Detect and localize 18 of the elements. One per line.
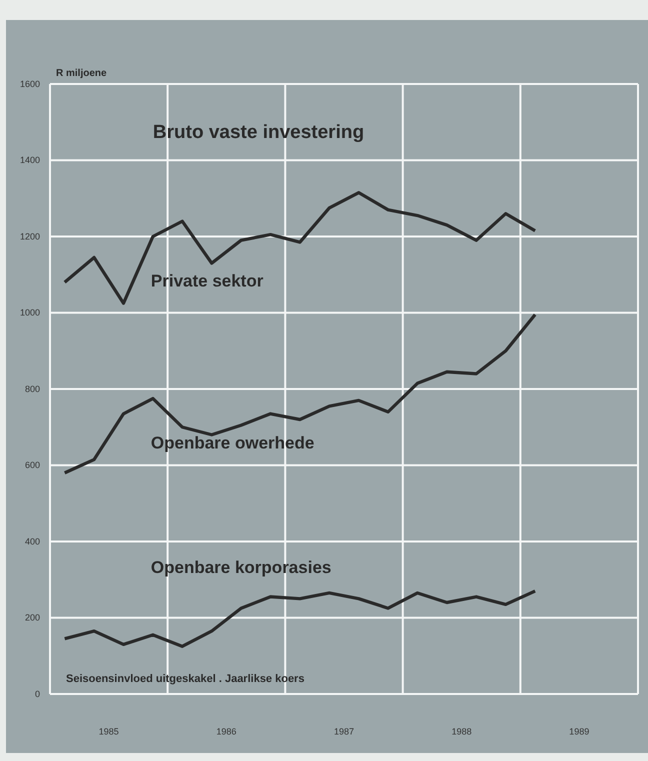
- y-tick-label: 1400: [20, 155, 40, 166]
- x-tick-label: 1987: [334, 726, 354, 736]
- y-tick-label: 1600: [20, 78, 40, 89]
- y-tick-label: 1200: [20, 231, 40, 242]
- y-tick-label: 1000: [20, 308, 40, 318]
- y-axis-title: R miljoene: [56, 68, 108, 79]
- y-tick-label: 0: [34, 688, 40, 699]
- x-tick-label: 1986: [216, 726, 236, 736]
- x-tick-label: 1985: [98, 726, 119, 736]
- x-tick-label: 1989: [569, 726, 590, 736]
- line-series: [63, 589, 537, 648]
- x-tick-label: 1988: [452, 726, 472, 736]
- y-tick-label: 400: [24, 536, 40, 546]
- line-series: [63, 313, 537, 474]
- line-series: [63, 191, 537, 305]
- y-tick-label: 800: [24, 384, 40, 394]
- y-tick-label: 600: [24, 460, 40, 470]
- y-tick-label: 200: [24, 612, 40, 623]
